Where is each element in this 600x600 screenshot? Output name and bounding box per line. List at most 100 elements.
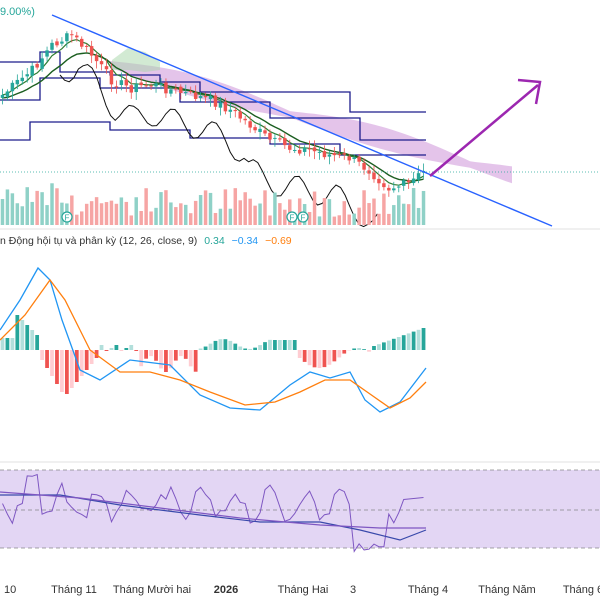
macd-histogram-bar <box>35 335 40 350</box>
volume-bar <box>233 188 238 225</box>
volume-bar <box>79 211 84 225</box>
candle-body <box>258 128 262 132</box>
macd-histogram-bar <box>233 343 238 350</box>
volume-bar <box>352 213 356 225</box>
candle-body <box>392 188 396 191</box>
candle-body <box>322 151 327 158</box>
macd-histogram-bar <box>248 348 253 350</box>
volume-bar <box>322 198 327 225</box>
macd-title: n Động hội tụ và phân kỳ (12, 26, close,… <box>0 235 292 247</box>
candle-body <box>292 149 297 151</box>
volume-bar <box>55 188 59 225</box>
macd-value-3: −0.69 <box>265 235 292 247</box>
candle-body <box>5 91 10 97</box>
projection-arrowhead <box>517 78 542 105</box>
candle-body <box>347 156 351 161</box>
candle-body <box>89 46 94 56</box>
volume-bar <box>75 214 79 225</box>
macd-histogram-bar <box>173 350 178 361</box>
candle-body <box>104 66 109 70</box>
candle-body <box>387 187 391 191</box>
macd-histogram-bar <box>183 350 188 359</box>
candle-body <box>218 102 223 108</box>
candle-body <box>169 89 173 94</box>
macd-histogram-bar <box>25 325 30 350</box>
candle-body <box>45 50 49 57</box>
macd-value-1: 0.34 <box>204 235 225 247</box>
volume-bar <box>193 200 198 225</box>
macd-histogram-bar <box>15 315 20 350</box>
volume-bar <box>243 192 247 225</box>
volume-bar <box>421 190 426 225</box>
volume-bar <box>35 190 39 225</box>
macd-histogram-bar <box>292 340 297 350</box>
event-marker-label: F <box>65 214 70 223</box>
macd-value-2: −0.34 <box>232 235 259 247</box>
volume-bar <box>327 199 332 225</box>
macd-histogram-bar <box>312 350 317 368</box>
time-axis-tick: Tháng Hai <box>278 584 329 596</box>
rsi-pane[interactable] <box>0 469 600 553</box>
candle-body <box>238 111 242 119</box>
projection-arrow <box>429 84 539 177</box>
macd-histogram-bar <box>396 337 401 350</box>
macd-histogram-bar <box>159 350 163 369</box>
volume-bar <box>70 195 74 225</box>
candle-body <box>193 92 198 99</box>
volume-bar <box>248 198 252 225</box>
volume-bar <box>362 190 366 225</box>
rsi-ma-line-2 <box>0 491 426 529</box>
candle-body <box>307 148 312 150</box>
volume-bar <box>223 189 228 225</box>
candle-body <box>253 127 257 131</box>
candle-body <box>99 61 104 65</box>
candle-body <box>382 183 386 188</box>
volume-bar <box>109 200 114 225</box>
macd-histogram-bar <box>178 350 183 357</box>
candle-body <box>312 147 317 152</box>
macd-histogram-bar <box>109 348 114 350</box>
candle-body <box>208 95 213 100</box>
macd-histogram-bar <box>287 340 292 350</box>
macd-histogram-bar <box>154 350 158 361</box>
volume-bar <box>416 207 421 225</box>
volume-bar <box>60 202 64 225</box>
macd-histogram-bar <box>228 340 233 350</box>
volume-bar <box>397 195 401 225</box>
candle-body <box>248 121 252 128</box>
event-marker-label: F <box>290 214 295 223</box>
macd-histogram-bar <box>144 350 149 359</box>
time-axis-tick: Tháng 4 <box>408 584 448 596</box>
macd-histogram-bar <box>411 331 416 350</box>
macd-histogram-bar <box>332 350 337 362</box>
candle-body <box>223 101 228 112</box>
macd-histogram-bar <box>322 350 327 368</box>
volume-bar <box>382 193 386 225</box>
candle-body <box>55 41 59 46</box>
macd-histogram-bar <box>327 350 332 365</box>
candle-body <box>352 157 356 160</box>
volume-bar <box>129 215 134 225</box>
ichimoku-cloud <box>110 61 512 184</box>
price-pane[interactable] <box>0 14 600 230</box>
volume-bar <box>377 213 381 225</box>
macd-histogram-bar <box>188 350 193 367</box>
candle-body <box>65 33 69 42</box>
macd-histogram-bar <box>372 346 376 350</box>
macd-histogram-bar <box>0 338 5 350</box>
macd-line <box>0 266 427 413</box>
macd-pane[interactable] <box>0 266 600 463</box>
candle-body <box>40 58 44 69</box>
volume-bar <box>278 203 282 225</box>
candle-body <box>75 35 79 38</box>
candle-body <box>297 149 302 154</box>
candle-body <box>273 137 277 139</box>
volume-bar <box>203 190 208 225</box>
volume-bar <box>0 198 5 225</box>
macd-histogram-bar <box>89 350 94 364</box>
volume-bar <box>258 203 262 225</box>
volume-bar <box>297 198 302 225</box>
volume-bar <box>312 191 317 225</box>
candle-body <box>327 154 332 157</box>
volume-bar <box>45 205 49 225</box>
